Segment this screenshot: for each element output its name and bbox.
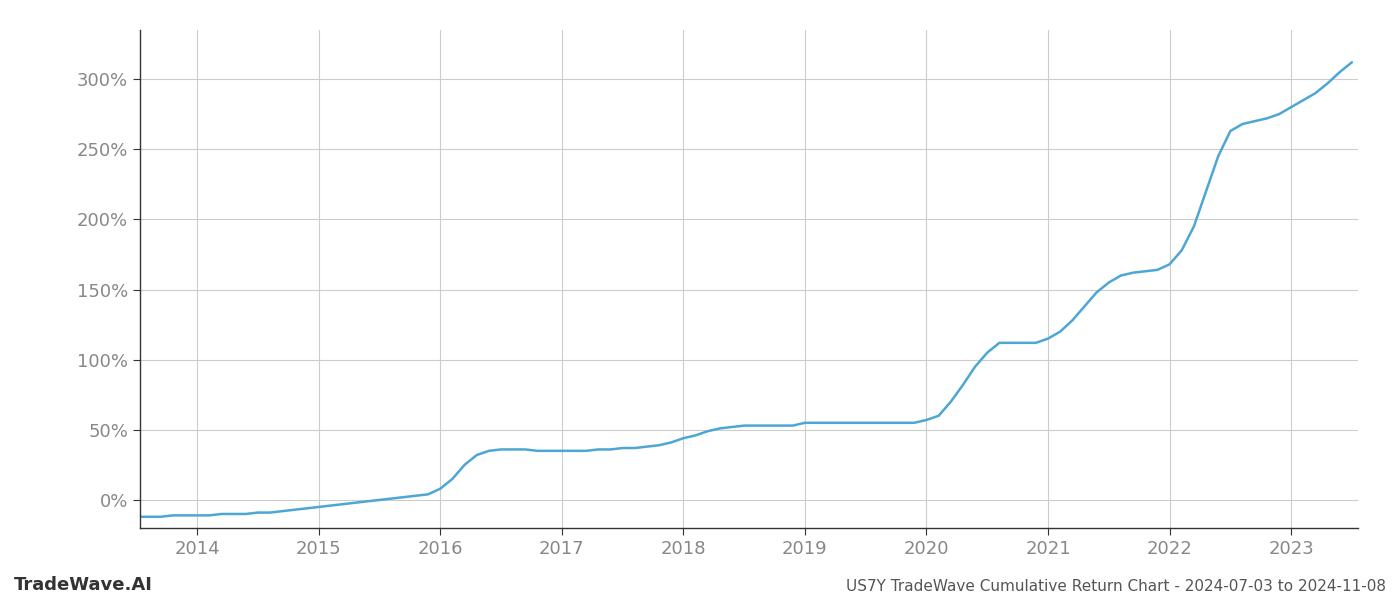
Text: TradeWave.AI: TradeWave.AI (14, 576, 153, 594)
Text: US7Y TradeWave Cumulative Return Chart - 2024-07-03 to 2024-11-08: US7Y TradeWave Cumulative Return Chart -… (846, 579, 1386, 594)
